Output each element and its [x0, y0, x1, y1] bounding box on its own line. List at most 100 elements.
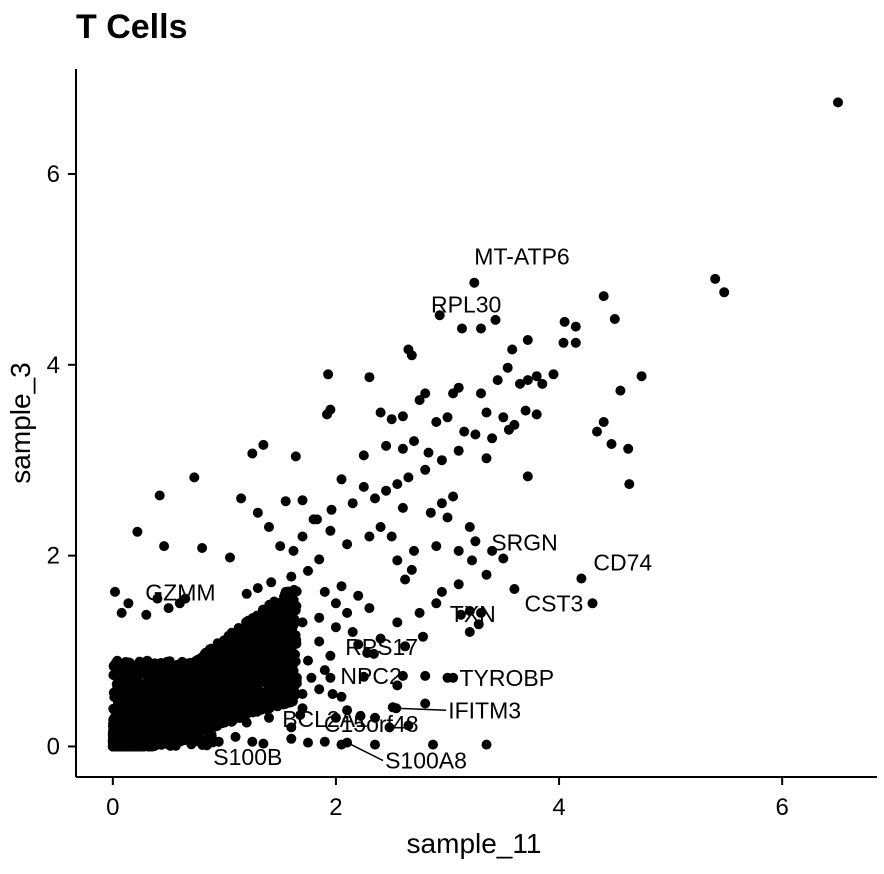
data-point [144, 674, 155, 685]
data-point [420, 464, 431, 475]
chart-title: T Cells [76, 8, 188, 46]
data-point [145, 714, 156, 725]
data-point [263, 684, 274, 695]
data-point [476, 388, 486, 399]
leader-lines [346, 707, 447, 762]
data-point [303, 655, 313, 666]
data-point [381, 440, 392, 451]
data-point [615, 385, 626, 396]
labeled-point [498, 553, 509, 564]
data-point [219, 651, 230, 662]
data-point [453, 445, 464, 456]
data-point [219, 674, 230, 685]
data-point [498, 412, 509, 423]
data-point [420, 388, 431, 399]
data-point [592, 426, 602, 437]
data-point [152, 708, 163, 719]
data-point [522, 335, 533, 345]
data-point [386, 414, 397, 425]
data-point [249, 676, 260, 687]
data-point [173, 712, 184, 723]
data-point [314, 636, 325, 647]
data-point [138, 682, 148, 692]
data-point [218, 659, 229, 669]
data-point [397, 502, 408, 513]
data-point [181, 660, 191, 671]
data-point [431, 598, 442, 609]
labeled-point [180, 593, 191, 604]
data-point [192, 688, 203, 698]
data-point [160, 719, 171, 729]
data-point [164, 678, 175, 689]
data-point [353, 590, 364, 601]
data-point [314, 684, 325, 695]
data-point [548, 369, 559, 380]
data-point [303, 737, 313, 748]
data-point [418, 631, 428, 642]
data-point [213, 736, 224, 747]
data-point [470, 429, 481, 440]
data-point [297, 617, 308, 628]
data-point [606, 439, 617, 449]
data-point [163, 603, 174, 614]
data-point [123, 598, 134, 609]
data-point [710, 273, 721, 284]
data-point [323, 369, 334, 380]
gene-label: C15orf48 [324, 711, 419, 737]
gene-label: BCL2A1 [282, 706, 368, 732]
labeled-point [464, 627, 475, 637]
data-point [420, 698, 431, 709]
data-point [392, 555, 403, 566]
labeled-point [362, 648, 373, 658]
data-point [358, 481, 369, 492]
data-point [127, 686, 138, 697]
data-point [406, 564, 417, 575]
data-point [330, 598, 341, 609]
data-point [110, 586, 120, 597]
data-point [342, 705, 353, 716]
data-point [624, 479, 635, 490]
data-point [531, 371, 542, 382]
data-point [148, 689, 159, 700]
data-point [347, 498, 358, 509]
data-point [257, 615, 268, 626]
data-point [286, 644, 297, 655]
data-point [297, 689, 308, 699]
data-point [423, 447, 434, 458]
data-point [247, 644, 258, 655]
data-point [195, 717, 206, 728]
data-point [719, 287, 730, 298]
data-point [232, 675, 243, 686]
data-point [189, 472, 200, 483]
x-axis-title: sample_11 [407, 828, 542, 859]
data-point [231, 685, 242, 696]
data-point [370, 493, 380, 504]
data-point [384, 722, 395, 733]
gene-label: MT-ATP6 [474, 244, 569, 270]
data-point [190, 656, 201, 667]
data-point [165, 740, 176, 751]
data-point [240, 632, 251, 643]
data-point [558, 337, 569, 348]
data-point [117, 667, 128, 678]
data-point [228, 656, 239, 667]
data-point [154, 490, 165, 501]
data-point [252, 507, 263, 518]
data-point [326, 504, 337, 515]
data-point [247, 736, 258, 747]
data-point [336, 691, 347, 702]
data-point [266, 577, 277, 588]
data-point [502, 362, 513, 373]
data-point [314, 612, 325, 623]
label-leader-line [346, 741, 384, 762]
data-point [264, 712, 274, 723]
data-point [455, 609, 466, 620]
data-point [470, 536, 481, 547]
data-point [297, 531, 308, 542]
data-point [559, 316, 570, 327]
data-point [280, 682, 291, 693]
data-point [256, 699, 267, 709]
data-point [135, 705, 146, 716]
x-tick-label: 0 [106, 794, 119, 821]
data-point [156, 686, 167, 697]
